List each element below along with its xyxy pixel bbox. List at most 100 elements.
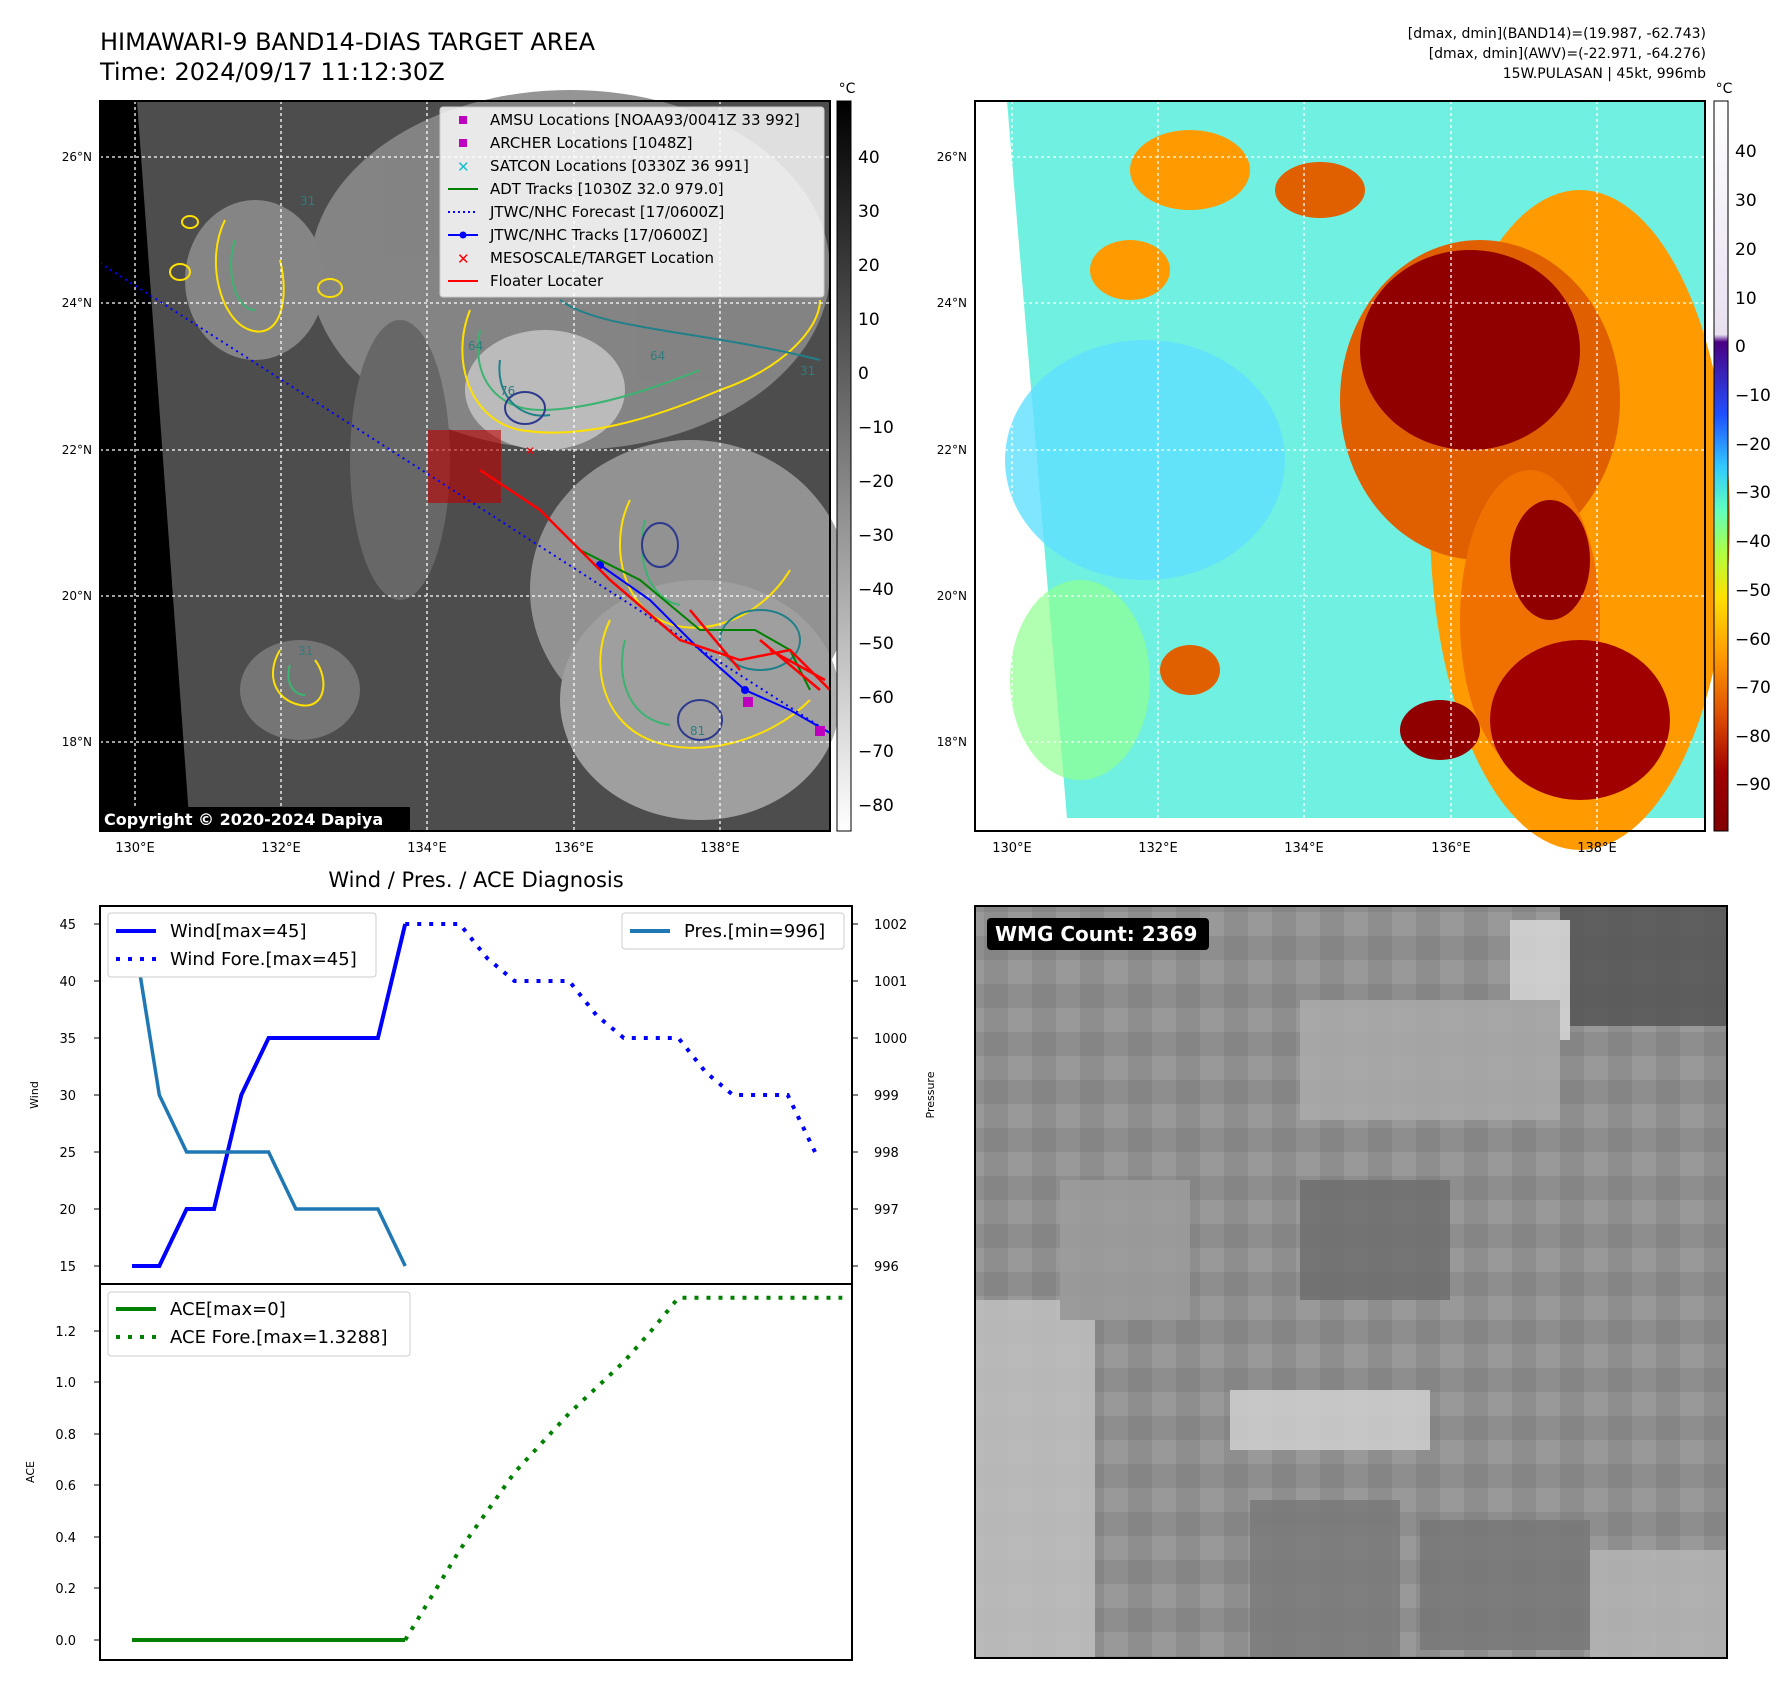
lon-label: 134°E bbox=[1284, 841, 1324, 856]
floater-locater-track bbox=[479, 468, 831, 691]
ace-tick: 0.4 bbox=[55, 1531, 76, 1546]
jtwc-best-track bbox=[599, 564, 831, 734]
cbar-tick: −40 bbox=[858, 580, 894, 600]
wind-fore-legend-label: Wind Fore.[max=45] bbox=[170, 949, 357, 970]
legend-entries: AMSU Locations [NOAA93/0041Z 33 992] ARC… bbox=[448, 111, 800, 290]
cbar-tick: −80 bbox=[858, 796, 894, 816]
contour-label: 76 bbox=[500, 384, 515, 398]
cbar-tick: −70 bbox=[1735, 678, 1771, 698]
lat-label: 24°N bbox=[937, 296, 967, 310]
ace-axis-label: ACE bbox=[24, 1461, 37, 1483]
pressure-tick: 996 bbox=[874, 1260, 899, 1275]
ace-y-ticks: 1.2 1.0 0.8 0.6 0.4 0.2 0.0 bbox=[55, 1325, 76, 1649]
wind-axis-label: Wind bbox=[28, 1081, 41, 1109]
legend-label: Floater Locater bbox=[490, 272, 604, 290]
legend-label: SATCON Locations [0330Z 36 991] bbox=[490, 157, 749, 175]
lat-label: 24°N bbox=[62, 296, 92, 310]
left-map-panel: 31 64 76 81 31 64 31 ✕ bbox=[62, 90, 850, 856]
cbar-tick: −60 bbox=[858, 688, 894, 708]
contour-label: 64 bbox=[650, 349, 665, 363]
wind-line bbox=[132, 923, 408, 1268]
ace-axes: 1.2 1.0 0.8 0.6 0.4 0.2 0.0 ACE ACE[max=… bbox=[24, 1283, 853, 1661]
pressure-legend-label: Pres.[min=996] bbox=[684, 921, 825, 942]
ace-tick: 0.0 bbox=[55, 1634, 76, 1649]
right-map-cloud-field bbox=[1005, 130, 1730, 850]
lon-label: 130°E bbox=[115, 841, 155, 856]
archer-location-marker bbox=[815, 726, 825, 736]
copyright-text: Copyright © 2020-2024 Dapiya bbox=[104, 810, 383, 829]
contour-label: 64 bbox=[468, 339, 483, 353]
pressure-axis-label: Pressure bbox=[924, 1071, 937, 1118]
pressure-y-ticks: 1002 1001 1000 999 998 997 996 bbox=[874, 918, 907, 1275]
cbar-tick: −50 bbox=[858, 634, 894, 654]
cbar-tick: −50 bbox=[1735, 581, 1771, 601]
cbar-tick: −10 bbox=[1735, 386, 1771, 406]
wind-tick-marks bbox=[94, 923, 858, 1267]
ace-legend-box bbox=[107, 1291, 411, 1357]
ace-tick: 1.2 bbox=[55, 1325, 76, 1340]
cbar-tick: −30 bbox=[858, 526, 894, 546]
lat-label: 22°N bbox=[937, 443, 967, 457]
wmg-panel: WMG Count: 2369 bbox=[974, 905, 1728, 1659]
legend-label: JTWC/NHC Forecast [17/0600Z] bbox=[489, 203, 724, 221]
satcon-legend-icon: ✕ bbox=[457, 158, 470, 176]
ace-tick: 0.8 bbox=[55, 1428, 76, 1443]
copyright-box bbox=[100, 807, 410, 831]
lat-label: 22°N bbox=[62, 443, 92, 457]
ace-tick: 0.6 bbox=[55, 1479, 76, 1494]
adt-track bbox=[579, 549, 811, 691]
ace-tick: 1.0 bbox=[55, 1376, 76, 1391]
cbar-tick: −80 bbox=[1735, 727, 1771, 747]
diagnosis-title: Wind / Pres. / ACE Diagnosis bbox=[328, 868, 623, 892]
stats-line2: [dmax, dmin](AWV)=(-22.971, -64.276) bbox=[1429, 46, 1706, 62]
cbar-tick: 0 bbox=[858, 364, 869, 384]
wind-tick: 40 bbox=[59, 975, 76, 990]
right-map-panel: 26°N 24°N 22°N 20°N 18°N 130°E 132°E 134… bbox=[937, 100, 1730, 856]
lon-label: 136°E bbox=[554, 841, 594, 856]
pressure-tick: 998 bbox=[874, 1146, 899, 1161]
ace-tick-marks bbox=[94, 1330, 100, 1641]
wmg-brightness-patches bbox=[975, 906, 1727, 1658]
stats-line1: [dmax, dmin](BAND14)=(19.987, -62.743) bbox=[1408, 26, 1706, 42]
left-map-nodata-wedge bbox=[100, 101, 190, 831]
lat-label: 18°N bbox=[62, 735, 92, 749]
map-title-line1: HIMAWARI-9 BAND14-DIAS TARGET AREA bbox=[100, 28, 596, 56]
cbar-tick: −30 bbox=[1735, 483, 1771, 503]
pressure-legend-box bbox=[621, 912, 845, 950]
left-map-lon-labels: 130°E 132°E 134°E 136°E 138°E bbox=[115, 841, 740, 856]
pressure-tick: 999 bbox=[874, 1089, 899, 1104]
cbar-tick: −60 bbox=[1735, 630, 1771, 650]
left-map-frame bbox=[99, 100, 831, 832]
cbar-tick: 20 bbox=[858, 256, 880, 276]
wmg-count-badge bbox=[987, 918, 1209, 950]
wind-series-layer bbox=[130, 922, 817, 1268]
amsu-location-marker bbox=[743, 697, 753, 707]
legend-label: JTWC/NHC Tracks [17/0600Z] bbox=[489, 226, 708, 244]
right-map-lat-labels: 26°N 24°N 22°N 20°N 18°N bbox=[937, 150, 967, 749]
ace-legend-label: ACE[max=0] bbox=[170, 1299, 286, 1320]
wind-tick: 35 bbox=[59, 1032, 76, 1047]
stats-line3: 15W.PULASAN | 45kt, 996mb bbox=[1503, 66, 1706, 82]
cbar-tick: 0 bbox=[1735, 337, 1746, 357]
left-colorbar-gradient bbox=[836, 100, 852, 832]
wind-legend-label: Wind[max=45] bbox=[170, 921, 307, 942]
pressure-tick: 997 bbox=[874, 1203, 899, 1218]
left-colorbar-ticks: 40 30 20 10 0 −10 −20 −30 −40 −50 −60 −7… bbox=[858, 148, 894, 816]
contour-label: 31 bbox=[800, 364, 815, 378]
lon-label: 132°E bbox=[261, 841, 301, 856]
cbar-tick: 30 bbox=[1735, 191, 1757, 211]
cbar-tick: −90 bbox=[1735, 775, 1771, 795]
pressure-tick: 1002 bbox=[874, 918, 907, 933]
lat-label: 26°N bbox=[62, 150, 92, 164]
ace-fore-legend-label: ACE Fore.[max=1.3288] bbox=[170, 1327, 388, 1348]
cbar-tick: −10 bbox=[858, 418, 894, 438]
cbar-tick: 20 bbox=[1735, 240, 1757, 260]
map-title-line2: Time: 2024/09/17 11:12:30Z bbox=[99, 58, 445, 86]
mesoscale-target-marker: ✕ bbox=[525, 444, 535, 458]
right-colorbar-gradient bbox=[1713, 100, 1729, 832]
wind-tick: 30 bbox=[59, 1089, 76, 1104]
pressure-tick: 1001 bbox=[874, 975, 907, 990]
right-colorbar-unit: °C bbox=[1716, 81, 1733, 97]
jtwc-track-point bbox=[741, 686, 749, 694]
